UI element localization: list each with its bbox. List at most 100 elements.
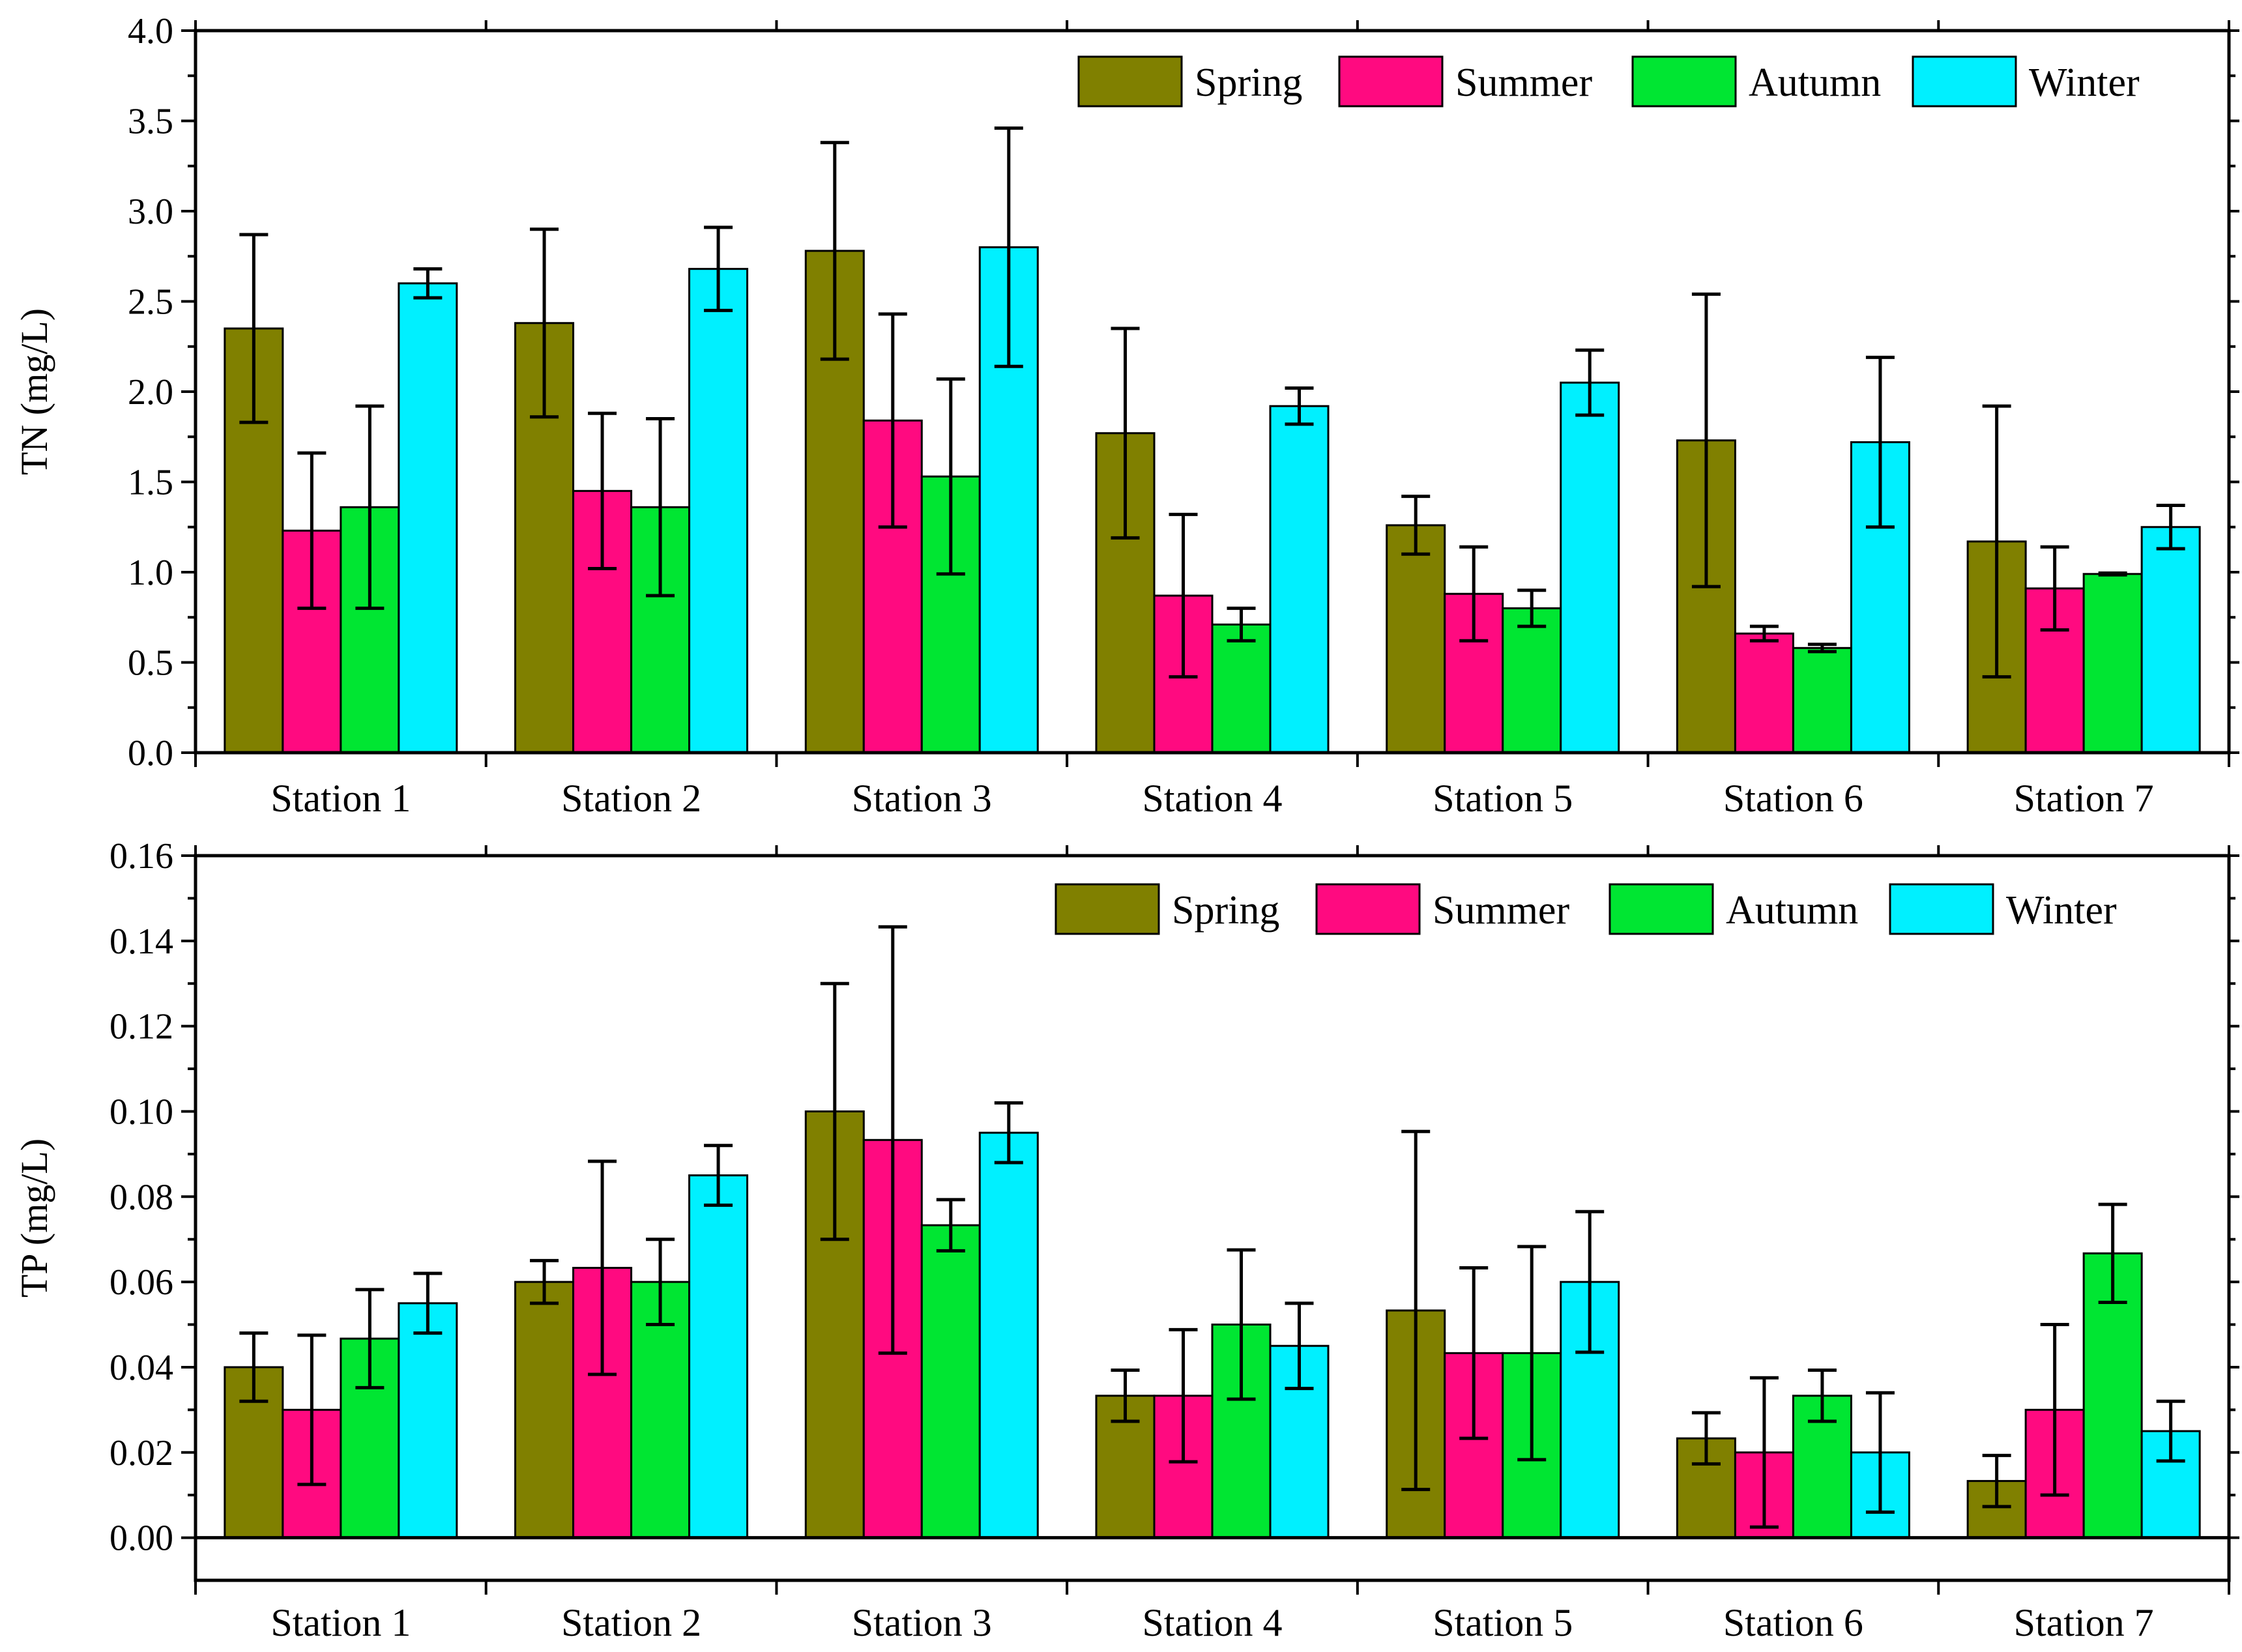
tn-legend-label-spring: Spring [1195,61,1302,105]
tp-legend: Spring Summer Autumn Winter [1055,883,2117,935]
tp-category-label-station-3: Station 3 [852,1601,992,1644]
tn-ytick-label: 1.5 [128,463,173,503]
tn-error-bar-spring-station-1 [239,233,269,424]
tn-ytick-label: 4.0 [128,11,173,51]
tn-y-axis-title: TN (mg/L) [13,308,55,475]
tn-error-bar-winter-station-1 [413,267,443,300]
tp-bar-spring-station-2 [514,1281,575,1539]
tp-ytick-label: 0.14 [109,921,173,962]
tp-error-bar-autumn-station-5 [1517,1245,1547,1462]
tn-error-bar-summer-station-1 [297,451,327,610]
tp-error-bar-summer-station-6 [1749,1376,1779,1529]
tp-bar-winter-station-2 [688,1174,749,1539]
tn-category-label-station-4: Station 4 [1142,777,1282,820]
tp-error-bar-autumn-station-2 [646,1238,675,1327]
tn-ytick-label: 0.0 [128,733,173,774]
tp-y-axis-title: TP (mg/L) [13,1138,55,1297]
tp-error-bar-summer-station-4 [1169,1327,1198,1464]
tn-error-bar-winter-station-6 [1865,355,1895,529]
tp-error-bar-winter-station-3 [994,1101,1023,1165]
tn-error-bar-spring-station-4 [1111,326,1140,540]
tn-ytick-label: 1.0 [128,553,173,593]
tn-bar-winter-station-5 [1560,381,1620,754]
tn-bar-spring-station-5 [1386,524,1446,754]
tn-legend-swatch-autumn [1631,55,1737,108]
tn-legend-swatch-winter [1912,55,2017,108]
tp-bar-autumn-station-3 [920,1224,981,1539]
tn-bar-summer-station-6 [1734,632,1794,754]
tp-error-bar-autumn-station-7 [2098,1202,2127,1305]
tn-error-bar-spring-station-6 [1691,292,1721,588]
tn-error-bar-spring-station-7 [1982,404,2011,679]
tp-legend-label-autumn: Autumn [1726,888,1858,933]
tn-chart-panel: 0.0 0.5 1.0 1.5 2.0 2.5 3.0 3.5 4.0 Station 1 Stat… [13,11,2239,820]
tn-legend-swatch-summer [1338,55,1444,108]
tp-error-bar-winter-station-7 [2156,1399,2185,1463]
tp-error-bar-winter-station-1 [413,1271,443,1335]
tn-error-bar-summer-station-3 [878,312,907,529]
tp-error-bar-winter-station-5 [1575,1210,1605,1354]
tp-error-bar-autumn-station-6 [1807,1369,1837,1423]
tn-bar-winter-station-4 [1269,405,1330,754]
tn-error-bar-summer-station-5 [1459,545,1489,643]
tn-bar-winter-station-7 [2140,526,2201,754]
tp-category-label-station-1: Station 1 [270,1601,411,1644]
tn-legend-label-autumn: Autumn [1749,61,1881,105]
tn-category-label-station-5: Station 5 [1433,777,1573,820]
tp-bar-winter-station-1 [398,1302,458,1539]
tn-error-bar-winter-station-5 [1575,348,1605,417]
tn-error-bar-summer-station-7 [2040,545,2069,632]
tp-legend-swatch-summer [1315,883,1421,935]
tp-error-bar-winter-station-6 [1865,1391,1895,1514]
tn-error-bar-autumn-station-1 [355,404,385,610]
tn-category-label-station-7: Station 7 [2014,777,2154,820]
tp-category-label-station-6: Station 6 [1723,1601,1863,1644]
tn-legend: Spring Summer Autumn Winter [1077,55,2140,108]
tn-legend-swatch-spring [1077,55,1183,108]
tp-category-label-station-7: Station 7 [2014,1601,2154,1644]
tn-legend-label-winter: Winter [2029,61,2140,105]
tp-error-bar-spring-station-4 [1111,1369,1140,1423]
tp-plot-frame [194,854,2231,1582]
tn-bar-autumn-station-4 [1211,623,1272,754]
tn-bar-winter-station-2 [688,268,749,754]
tp-error-bar-spring-station-7 [1982,1453,2011,1509]
tp-error-bar-summer-station-5 [1459,1266,1489,1440]
tp-category-label-station-5: Station 5 [1433,1601,1573,1644]
tp-error-bar-spring-station-5 [1401,1129,1431,1492]
tp-error-bar-summer-station-1 [297,1333,327,1486]
tp-ytick-label: 0.04 [109,1348,173,1388]
tn-error-bar-spring-station-5 [1401,495,1431,556]
tn-category-label-station-6: Station 6 [1723,777,1863,820]
tp-category-label-station-2: Station 2 [561,1601,701,1644]
tp-ytick-label: 0.10 [109,1092,173,1132]
tp-chart-panel: 0.00 0.02 0.04 0.06 0.08 0.10 0.12 0.14 0.16 Stat… [13,836,2239,1644]
tn-ytick-label: 3.0 [128,192,173,232]
tp-legend-swatch-autumn [1609,883,1714,935]
tn-bar-autumn-station-6 [1792,646,1852,754]
tp-ytick-label: 0.16 [109,836,173,877]
tp-error-bar-spring-station-1 [239,1331,269,1403]
tp-legend-swatch-spring [1055,883,1160,935]
tn-error-bar-winter-station-2 [704,225,733,312]
tp-error-bar-autumn-station-1 [355,1288,385,1389]
tn-error-bar-autumn-station-3 [936,377,965,576]
tp-ytick-label: 0.00 [109,1518,173,1559]
tp-error-bar-summer-station-2 [588,1159,617,1376]
tp-error-bar-autumn-station-4 [1227,1248,1256,1401]
tp-error-bar-summer-station-7 [2040,1323,2069,1497]
tn-ytick-label: 2.5 [128,282,173,323]
tn-error-bar-autumn-station-4 [1227,606,1256,643]
tp-legend-label-summer: Summer [1433,888,1569,933]
tp-error-bar-summer-station-3 [878,925,907,1355]
tn-error-bar-summer-station-6 [1749,624,1779,643]
tn-error-bar-autumn-station-5 [1517,588,1547,628]
tn-bar-autumn-station-7 [2082,573,2143,754]
tp-legend-label-winter: Winter [2006,888,2117,933]
tn-bar-winter-station-1 [398,282,458,754]
tp-ytick-label: 0.08 [109,1177,173,1217]
tp-error-bar-autumn-station-3 [936,1198,965,1253]
tn-category-label-station-1: Station 1 [270,777,411,820]
tn-category-label-station-2: Station 2 [561,777,701,820]
